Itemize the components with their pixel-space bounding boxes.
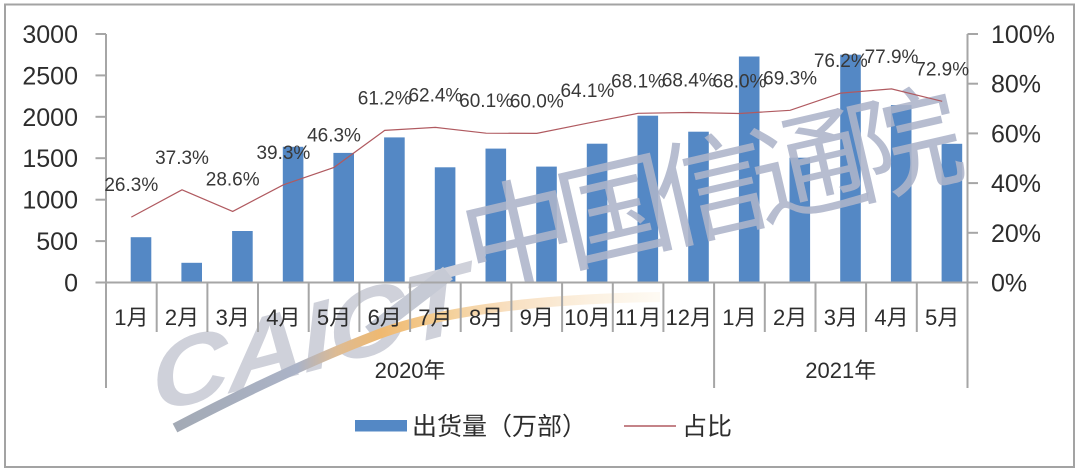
svg-text:68.0%: 68.0% — [713, 72, 767, 93]
svg-text:8: 8 — [469, 305, 481, 330]
svg-text:1000: 1000 — [22, 187, 78, 215]
svg-text:3: 3 — [216, 305, 228, 330]
svg-text:68.1%: 68.1% — [611, 71, 665, 92]
svg-text:1: 1 — [114, 305, 126, 330]
svg-text:2500: 2500 — [22, 62, 78, 90]
svg-text:60.1%: 60.1% — [459, 91, 513, 112]
svg-text:60%: 60% — [991, 120, 1041, 148]
svg-text:3: 3 — [824, 305, 836, 330]
svg-text:39.3%: 39.3% — [256, 143, 310, 164]
svg-text:64.1%: 64.1% — [560, 81, 614, 102]
svg-text:40%: 40% — [991, 170, 1041, 198]
svg-text:72.9%: 72.9% — [915, 59, 969, 80]
svg-text:6: 6 — [368, 305, 380, 330]
svg-text:7: 7 — [418, 305, 430, 330]
svg-text:46.3%: 46.3% — [307, 125, 361, 146]
svg-text:5: 5 — [317, 305, 329, 330]
svg-text:68.4%: 68.4% — [662, 71, 716, 92]
svg-text:80%: 80% — [991, 71, 1041, 99]
svg-text:0%: 0% — [991, 270, 1027, 298]
svg-text:10: 10 — [564, 305, 588, 330]
svg-text:4: 4 — [266, 305, 278, 330]
svg-text:77.9%: 77.9% — [865, 47, 919, 68]
svg-text:69.3%: 69.3% — [763, 68, 817, 89]
svg-text:2000: 2000 — [22, 104, 78, 132]
svg-text:3000: 3000 — [22, 21, 78, 49]
svg-text:76.2%: 76.2% — [814, 51, 868, 72]
svg-text:2021: 2021 — [805, 358, 854, 383]
svg-text:1: 1 — [722, 305, 734, 330]
svg-text:2: 2 — [165, 305, 177, 330]
svg-text:0: 0 — [64, 270, 78, 298]
svg-text:1500: 1500 — [22, 145, 78, 173]
svg-text:28.6%: 28.6% — [206, 169, 260, 190]
svg-text:26.3%: 26.3% — [104, 175, 158, 196]
svg-text:2020: 2020 — [375, 358, 424, 383]
svg-text:12: 12 — [666, 305, 690, 330]
svg-text:20%: 20% — [991, 220, 1041, 248]
svg-text:5: 5 — [925, 305, 937, 330]
svg-text:60.0%: 60.0% — [510, 91, 564, 112]
svg-text:2: 2 — [773, 305, 785, 330]
svg-text:37.3%: 37.3% — [155, 148, 209, 169]
svg-text:61.2%: 61.2% — [358, 88, 412, 109]
svg-text:9: 9 — [520, 305, 532, 330]
svg-text:500: 500 — [36, 228, 78, 256]
svg-text:4: 4 — [874, 305, 886, 330]
svg-text:100%: 100% — [991, 21, 1055, 49]
svg-text:11: 11 — [615, 305, 638, 330]
svg-text:62.4%: 62.4% — [408, 85, 462, 106]
